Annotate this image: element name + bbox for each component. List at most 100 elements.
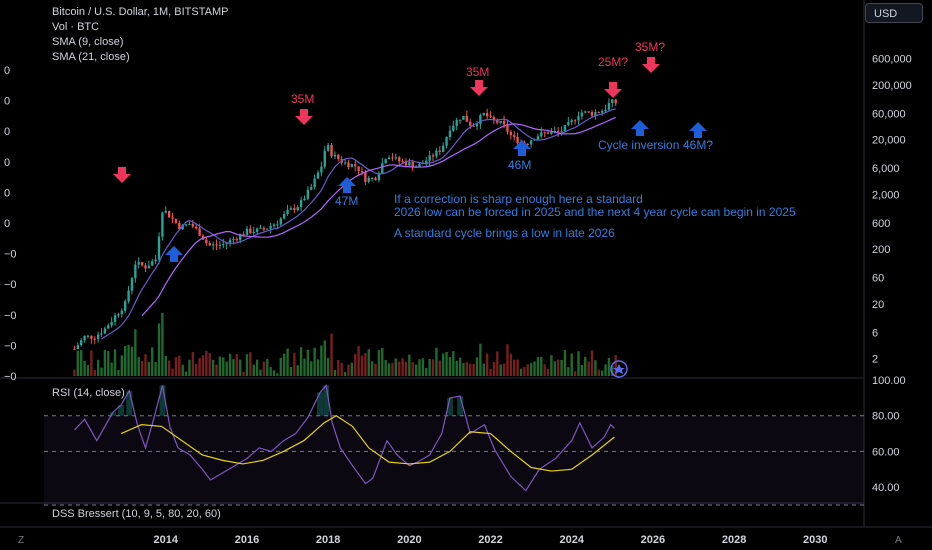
volume-bar [455,360,458,376]
volume-bar [174,357,178,376]
currency-button[interactable]: USD [865,3,923,23]
candle-body [127,290,130,302]
candle-body [540,132,543,137]
left-axis-tick: 0 [4,96,10,108]
volume-bar [570,353,573,376]
candle-body [124,301,127,311]
time-axis-tick: 2030 [803,534,827,546]
up-arrow-icon [513,140,531,156]
timezone-icon[interactable]: Z [18,535,25,546]
candle-body [225,242,228,245]
rsi-axis-tick: 40.00 [872,482,900,494]
price-axis-tick: 2 [872,354,878,366]
volume-bar [110,362,113,376]
candle-body [411,162,414,168]
realtime-button-icon [610,360,628,378]
volume-bar [127,344,130,376]
left-axis-tick: 0 [4,187,10,199]
volume-bar [448,357,452,376]
left-axis-tick: −0 [4,249,17,261]
volume-bar [475,357,479,376]
volume-bar [96,359,100,376]
volume-bar [124,346,127,376]
candle-body [310,186,313,190]
left-axis-tick: 0 [4,218,10,230]
volume-bar [347,364,350,376]
candle-body [242,234,245,236]
volume-bar [418,359,421,376]
volume-bar [546,368,550,376]
candle-body [174,218,178,223]
volume-bar [211,359,215,376]
candle-body [360,171,364,173]
volume-bar [326,358,330,376]
volume-bar [472,363,475,376]
candle-body [607,102,611,110]
volume-bar [452,351,455,376]
candle-body [343,162,347,164]
note-line-1: If a correction is sharp enough here a s… [394,192,643,206]
volume-bar [161,312,164,376]
volume-bar [249,352,252,376]
candle-body [543,132,546,134]
candle-body [529,140,533,145]
candle-body [205,239,208,244]
label-46m-future: 46M? [683,138,714,152]
volume-bar [381,347,384,376]
volume-bar [594,360,597,376]
candle-body [465,115,469,122]
up-arrow-icon [165,246,183,262]
rsi-line [74,383,615,492]
candle-body [330,144,333,157]
candle-body [472,125,475,127]
volume-bar [584,356,587,376]
candle-body [370,177,374,179]
candle-body [577,116,580,121]
volume-bar [567,367,570,376]
candle-body [90,335,93,339]
symbol-title: Bitcoin / U.S. Dollar, 1M, BITSTAMP [52,6,229,18]
volume-bar [421,358,425,376]
candle-body [560,131,563,133]
left-axis-tick: −0 [4,310,17,322]
volume-bar [262,361,266,376]
volume-bar [286,348,289,376]
time-axis-tick: 2020 [397,534,421,546]
volume-bar [333,369,337,376]
candle-body [86,335,90,337]
volume-bar [516,359,519,376]
candle-body [364,171,367,182]
time-axis-tick: 2022 [478,534,502,546]
candle-body [80,340,83,346]
candle-body [279,218,282,225]
candle-body [563,125,567,132]
candle-body [600,110,604,113]
candle-body [408,162,411,166]
volume-bar [513,359,516,376]
candle-body [391,157,394,159]
volume-bar [360,355,364,376]
price-axis-tick: 600 [872,218,890,230]
candle-body [357,166,360,172]
volume-bar [103,350,107,376]
candle-body [306,189,310,199]
volume-bar [107,351,110,376]
volume-bar [560,359,563,376]
auto-scale-icon[interactable]: A [895,535,902,546]
volume-bar [445,351,448,376]
volume-bar [350,362,354,376]
volume-bar [550,355,553,376]
volume-bar [272,370,276,376]
candle-body [367,178,370,182]
candle-body [611,99,614,103]
rsi-axis-tick: 100.00 [872,375,906,387]
volume-bar [137,357,140,376]
volume-bar [289,366,293,376]
volume-bar [215,364,218,376]
volume-bar [73,369,76,376]
volume-bar [600,370,604,376]
volume-bar [120,355,123,376]
volume-bar [496,351,499,376]
candle-body [303,198,306,201]
candle-body [316,172,320,179]
